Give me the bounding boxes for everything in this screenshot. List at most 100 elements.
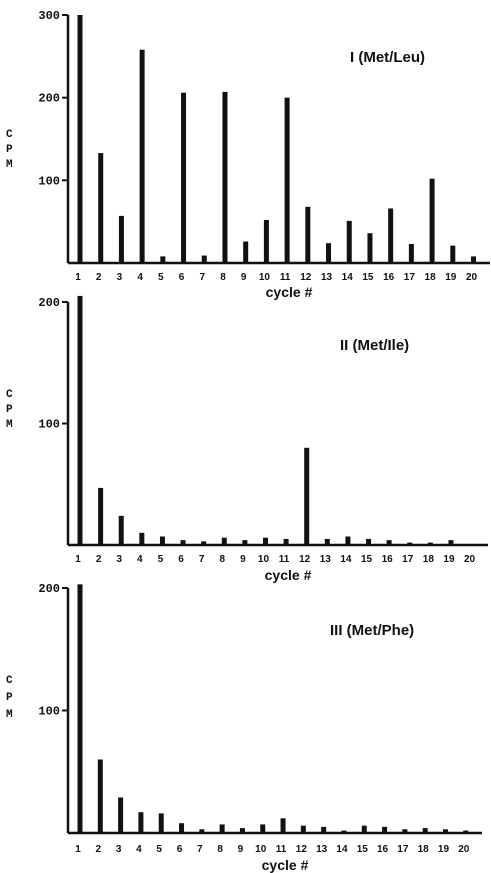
x-tick-label: 13 <box>316 844 328 855</box>
x-tick-label: 9 <box>241 272 247 283</box>
y-axis-label-letter: M <box>6 709 13 721</box>
y-axis-label-letter: M <box>6 419 13 431</box>
bar-cycle-1 <box>77 584 83 833</box>
y-tick-label: 100 <box>38 174 60 188</box>
x-tick-label: 15 <box>361 554 373 565</box>
y-axis-label-letter: C <box>6 675 13 687</box>
bar-cycle-10 <box>263 220 269 263</box>
y-axis-label-letter: C <box>6 129 13 141</box>
bar-cycle-17 <box>402 829 408 833</box>
x-axis-label-2: cycle # <box>265 567 312 583</box>
bar-cycle-6 <box>181 92 187 263</box>
bar-cycle-12 <box>300 825 306 833</box>
bar-cycle-5 <box>158 813 164 833</box>
bar-cycle-3 <box>118 215 124 263</box>
bar-cycle-18 <box>427 542 433 545</box>
bar-cycle-8 <box>221 537 227 545</box>
x-tick-label: 16 <box>382 554 394 565</box>
bar-cycle-17 <box>407 542 413 545</box>
x-tick-label: 4 <box>137 554 143 565</box>
bar-cycle-13 <box>326 243 332 263</box>
x-tick-label: 12 <box>296 844 308 855</box>
bar-cycle-14 <box>341 830 347 833</box>
x-tick-label: 4 <box>137 272 143 283</box>
bar-cycle-5 <box>159 536 165 545</box>
x-tick-label: 19 <box>438 844 450 855</box>
x-tick-label: 14 <box>340 554 352 565</box>
bar-cycle-9 <box>242 540 248 545</box>
bar-cycle-6 <box>179 823 185 833</box>
bar-cycle-8 <box>219 824 225 833</box>
x-tick-label: 16 <box>383 272 395 283</box>
bar-cycle-2 <box>98 487 104 545</box>
bar-cycle-3 <box>118 515 124 545</box>
x-tick-label: 6 <box>178 554 184 565</box>
panel-title-3: III (Met/Phe) <box>330 622 414 639</box>
x-tick-label: 11 <box>279 554 290 565</box>
x-tick-label: 9 <box>240 554 246 565</box>
x-axis-label-3: cycle # <box>262 857 309 873</box>
bar-cycle-12 <box>304 447 310 545</box>
bar-cycle-7 <box>201 255 207 263</box>
x-tick-label: 5 <box>156 844 162 855</box>
panel-title-1: I (Met/Leu) <box>350 49 425 66</box>
x-tick-label: 17 <box>404 272 416 283</box>
x-tick-label: 3 <box>116 554 122 565</box>
x-tick-label: 3 <box>117 272 123 283</box>
bar-cycle-20 <box>463 830 469 833</box>
x-tick-label: 20 <box>458 844 470 855</box>
x-tick-label: 12 <box>299 554 311 565</box>
bar-cycle-20 <box>471 256 477 263</box>
bar-cycle-2 <box>98 153 104 263</box>
x-tick-label: 6 <box>179 272 185 283</box>
x-tick-label: 19 <box>443 554 455 565</box>
x-tick-label: 8 <box>217 844 223 855</box>
bar-cycle-13 <box>324 538 330 545</box>
y-tick-label: 100 <box>38 418 60 432</box>
bar-cycle-15 <box>366 538 372 545</box>
y-axis-label-letter: P <box>6 692 13 704</box>
bar-cycle-1 <box>77 15 83 263</box>
x-tick-label: 9 <box>238 844 244 855</box>
bar-cycle-14 <box>346 220 352 263</box>
bar-cycle-19 <box>448 540 454 545</box>
bar-cycle-19 <box>442 829 448 833</box>
x-tick-label: 2 <box>96 272 102 283</box>
x-tick-label: 3 <box>116 844 122 855</box>
x-tick-label: 10 <box>258 554 270 565</box>
bar-cycle-4 <box>138 812 144 833</box>
x-tick-label: 5 <box>158 554 164 565</box>
x-tick-label: 10 <box>255 844 267 855</box>
x-tick-label: 5 <box>158 272 164 283</box>
bar-cycle-6 <box>180 540 186 545</box>
y-axis-label-letter: P <box>6 144 13 156</box>
x-tick-label: 1 <box>75 844 81 855</box>
bar-cycle-7 <box>201 541 207 545</box>
x-tick-label: 11 <box>276 844 287 855</box>
y-axis-label-letter: P <box>6 404 13 416</box>
bar-cycle-10 <box>262 537 268 545</box>
x-tick-label: 15 <box>357 844 369 855</box>
x-tick-label: 13 <box>320 554 332 565</box>
x-tick-label: 7 <box>199 272 205 283</box>
bar-cycle-11 <box>280 818 286 833</box>
y-tick-label: 200 <box>38 92 60 106</box>
x-tick-label: 17 <box>402 554 414 565</box>
x-tick-label: 2 <box>96 554 102 565</box>
x-tick-label: 2 <box>96 844 102 855</box>
x-tick-label: 19 <box>445 272 457 283</box>
y-axis-label-letter: C <box>6 389 13 401</box>
bar-cycle-4 <box>139 49 145 263</box>
x-tick-label: 6 <box>177 844 183 855</box>
x-tick-label: 15 <box>362 272 374 283</box>
bar-cycle-4 <box>139 532 145 545</box>
bar-cycle-16 <box>386 540 392 545</box>
x-tick-label: 20 <box>466 272 478 283</box>
x-tick-label: 20 <box>464 554 476 565</box>
x-tick-label: 8 <box>219 554 225 565</box>
bar-cycle-13 <box>321 826 327 833</box>
bar-cycle-3 <box>118 797 124 833</box>
x-tick-label: 1 <box>75 554 81 565</box>
x-tick-label: 12 <box>300 272 312 283</box>
x-tick-label: 17 <box>397 844 409 855</box>
